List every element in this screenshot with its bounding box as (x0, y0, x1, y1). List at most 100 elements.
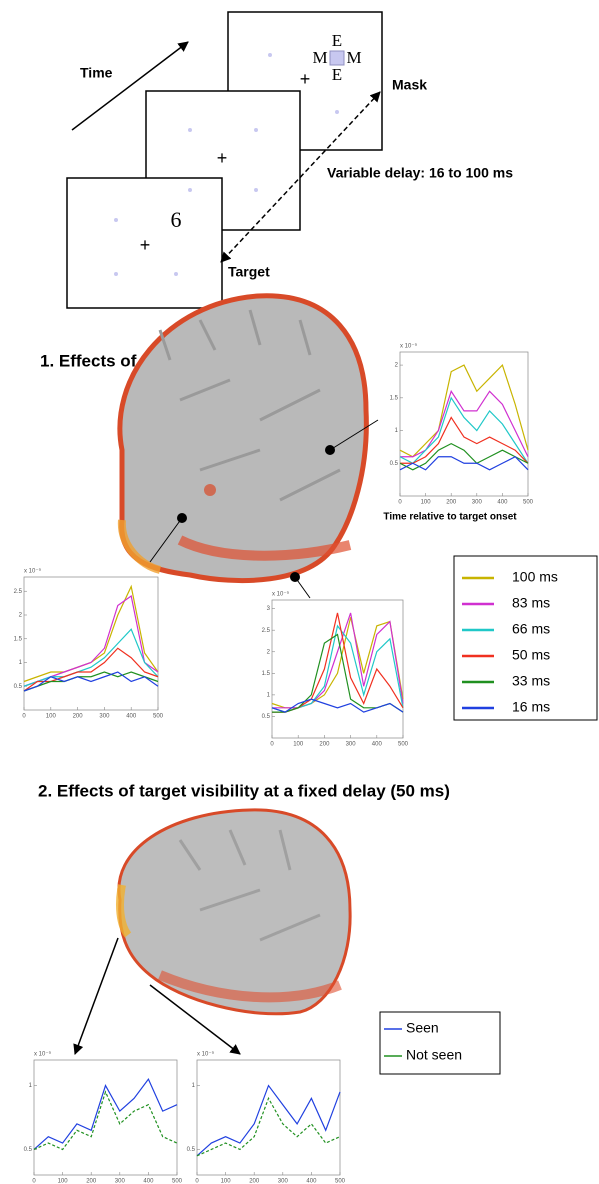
y-tick-label: 0.5 (187, 1147, 196, 1153)
x-tick-label: 500 (523, 500, 534, 506)
x-tick-label: 400 (126, 714, 137, 720)
data-line (399, 396, 529, 465)
mask-label: Mask (392, 77, 427, 93)
legend-label: Seen (406, 1020, 439, 1036)
legend (453, 555, 598, 721)
mask-square (329, 50, 345, 66)
scale-label: x 10⁻⁹ (24, 568, 42, 575)
data-line (399, 455, 529, 471)
x-tick-label: 200 (86, 1179, 97, 1184)
x-tick-label: 400 (497, 500, 508, 506)
callout (149, 517, 183, 563)
x-tick-label: 100 (58, 1179, 69, 1184)
x-tick-label: 200 (249, 1179, 260, 1184)
x-tick-label: 400 (306, 1179, 317, 1184)
data-line (23, 628, 159, 687)
y-tick-label: 0.5 (14, 684, 23, 690)
data-line (196, 1084, 341, 1157)
time-arrow (71, 41, 189, 131)
x-tick-label: 500 (153, 714, 164, 720)
data-line (23, 671, 159, 692)
target-frame (66, 177, 223, 309)
brain (116, 808, 352, 1016)
y-tick-label: 1 (395, 428, 399, 434)
data-line (399, 363, 529, 458)
x-tick-label: 300 (472, 500, 483, 506)
mask-letter: E (332, 65, 342, 84)
y-tick-label: 2.5 (262, 628, 271, 634)
data-line (33, 1077, 178, 1150)
y-tick-label: 1 (192, 1083, 196, 1089)
x-tick-label: 0 (270, 742, 274, 748)
x-tick-label: 200 (319, 742, 330, 748)
legend (379, 1011, 501, 1075)
plot-frame (23, 576, 159, 711)
y-tick-label: 3 (267, 606, 271, 612)
y-tick-label: 0.5 (390, 461, 399, 467)
legend-label: 16 ms (512, 699, 550, 715)
callout-arrow (73, 937, 119, 1055)
brain (117, 293, 369, 584)
scale-label: x 10⁻⁹ (197, 1051, 215, 1058)
y-tick-label: 1 (29, 1083, 33, 1089)
x-tick-label: 400 (143, 1179, 154, 1184)
x-tick-label: 0 (398, 500, 402, 506)
y-tick-label: 0.5 (262, 714, 271, 720)
target-digit: 6 (171, 207, 182, 232)
plot-frame (196, 1059, 341, 1176)
scale-label: x 10⁻⁹ (34, 1051, 52, 1058)
data-line (23, 647, 159, 692)
y-tick-label: 2 (267, 649, 271, 655)
x-tick-label: 0 (32, 1179, 36, 1184)
callout-arrow (149, 984, 241, 1055)
data-line (23, 671, 159, 692)
legend-label: 66 ms (512, 621, 550, 637)
data-line (271, 698, 404, 713)
y-tick-label: 0.5 (24, 1147, 33, 1153)
x-axis-label: Time relative to target onset (383, 512, 517, 523)
y-tick-label: 1 (267, 692, 271, 698)
x-tick-label: 100 (293, 742, 304, 748)
delay-arrow (220, 91, 381, 263)
section-title: 2. Effects of target visibility at a fix… (38, 781, 450, 800)
mask-letter: M (312, 48, 327, 67)
fixation: + (140, 235, 151, 255)
y-tick-label: 2.5 (14, 589, 23, 595)
data-line (196, 1096, 341, 1157)
fixation: + (217, 148, 228, 168)
data-line (400, 389, 529, 458)
plot-frame (271, 599, 404, 739)
legend-label: Not seen (406, 1047, 462, 1063)
x-tick-label: 500 (398, 742, 409, 748)
data-line (272, 612, 404, 709)
callout (294, 576, 311, 599)
x-tick-label: 100 (46, 714, 57, 720)
x-tick-label: 300 (346, 742, 357, 748)
x-tick-label: 400 (372, 742, 383, 748)
delay-label: Variable delay: 16 to 100 ms (327, 165, 513, 181)
data-line (400, 416, 529, 464)
x-tick-label: 300 (115, 1179, 126, 1184)
data-line (33, 1090, 178, 1151)
scale-label: x 10⁻⁹ (400, 343, 418, 350)
y-tick-label: 1 (19, 660, 23, 666)
y-tick-label: 1.5 (14, 636, 23, 642)
fixation: + (300, 69, 311, 89)
y-tick-label: 2 (19, 613, 23, 619)
x-tick-label: 500 (335, 1179, 346, 1184)
y-tick-label: 1.5 (262, 671, 271, 677)
legend-label: 33 ms (512, 673, 550, 689)
legend-label: 50 ms (512, 647, 550, 663)
mask-letter: E (332, 31, 342, 50)
mask-letter: M (346, 48, 361, 67)
x-tick-label: 0 (22, 714, 26, 720)
scale-label: x 10⁻⁹ (272, 591, 290, 598)
time-label: Time (80, 65, 113, 81)
legend-label: 83 ms (512, 595, 550, 611)
target-label: Target (228, 264, 270, 280)
x-tick-label: 0 (195, 1179, 199, 1184)
y-tick-label: 1.5 (390, 395, 399, 401)
plot-frame (399, 351, 529, 497)
callout (329, 419, 379, 451)
